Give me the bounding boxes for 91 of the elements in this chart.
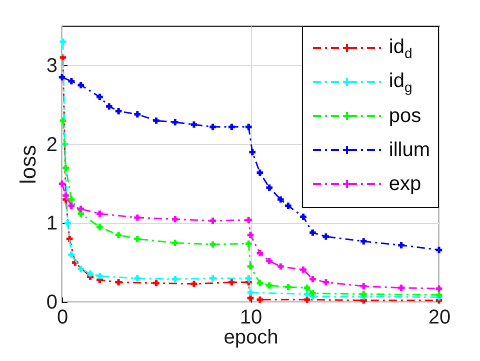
point <box>245 124 252 130</box>
point <box>300 214 306 220</box>
point <box>68 78 75 84</box>
point <box>278 196 284 203</box>
point <box>285 202 292 209</box>
point <box>436 246 442 254</box>
y-tick-label: 2 <box>46 134 58 156</box>
y-tick-label: 1 <box>46 212 58 235</box>
point <box>64 220 71 226</box>
point <box>134 275 141 282</box>
point <box>285 284 292 290</box>
point <box>256 280 264 286</box>
point <box>60 38 66 45</box>
legend-label: id$_{d}$ <box>388 36 412 60</box>
point <box>360 238 367 244</box>
point <box>398 242 404 248</box>
point <box>134 236 141 242</box>
point <box>322 279 330 286</box>
y-axis-title: loss <box>15 144 40 184</box>
y-tick-label: 3 <box>46 54 58 77</box>
point <box>398 284 404 291</box>
point <box>68 202 75 209</box>
point <box>60 117 66 124</box>
point <box>96 210 103 217</box>
point <box>68 196 75 203</box>
point <box>256 170 264 176</box>
point <box>245 216 252 224</box>
legend-label: pos <box>388 104 422 128</box>
point <box>68 252 75 258</box>
point <box>58 74 66 80</box>
point <box>266 282 273 289</box>
point <box>322 233 330 240</box>
point <box>210 275 216 282</box>
point <box>247 294 254 302</box>
point <box>58 180 66 187</box>
point <box>245 240 252 247</box>
point <box>278 263 284 270</box>
point <box>62 164 69 172</box>
point <box>247 232 254 238</box>
point <box>247 263 254 270</box>
point <box>87 270 94 277</box>
point <box>78 82 84 88</box>
point <box>210 218 216 224</box>
point <box>134 214 141 221</box>
point <box>256 250 264 256</box>
point <box>228 279 235 286</box>
point <box>436 292 442 298</box>
point <box>360 283 367 290</box>
point <box>310 290 316 296</box>
point <box>190 121 198 128</box>
point <box>249 149 256 156</box>
point <box>62 192 69 199</box>
point <box>115 232 122 238</box>
point <box>266 184 273 191</box>
point <box>300 266 306 273</box>
point <box>96 94 103 100</box>
point <box>360 290 367 298</box>
point <box>172 240 178 246</box>
point <box>134 111 141 118</box>
point <box>153 117 160 124</box>
point <box>190 280 198 288</box>
point <box>172 119 178 126</box>
point <box>256 296 264 303</box>
point <box>115 108 122 114</box>
point <box>78 206 84 212</box>
x-tick-label: 10 <box>240 306 262 328</box>
x-axis-title: epoch <box>224 326 278 348</box>
legend-label: exp <box>388 172 422 196</box>
x-tick-label: 20 <box>428 306 451 328</box>
point <box>436 285 442 292</box>
point <box>78 266 84 272</box>
point <box>228 124 235 130</box>
point <box>96 224 103 230</box>
point <box>172 216 178 222</box>
point <box>115 279 122 286</box>
point <box>245 275 252 282</box>
point <box>153 280 160 286</box>
point <box>106 103 112 110</box>
point <box>96 272 103 280</box>
legend-label: illum <box>388 138 430 162</box>
point <box>304 290 310 298</box>
y-tick-label: 0 <box>46 292 58 314</box>
point <box>310 276 316 282</box>
point <box>266 258 273 264</box>
point <box>304 284 310 291</box>
point <box>310 229 316 236</box>
point <box>210 124 216 130</box>
legend-label: id$_{g}$ <box>388 70 412 94</box>
point <box>247 289 254 296</box>
point <box>172 276 178 282</box>
point <box>210 241 216 248</box>
